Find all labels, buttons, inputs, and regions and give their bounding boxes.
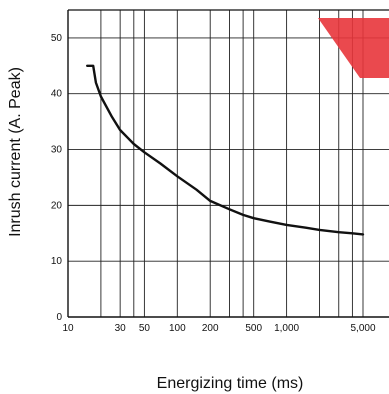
x-tick-label: 500: [245, 323, 262, 334]
y-tick-labels: 0 10 20 30 40 50: [51, 33, 63, 323]
x-tick-label: 30: [115, 323, 127, 334]
y-tick-label: 10: [51, 256, 63, 267]
x-tick-label: 200: [202, 323, 219, 334]
x-axis-title: Energizing time (ms): [157, 375, 304, 392]
y-tick-label: 20: [51, 200, 63, 211]
x-tick-label: 100: [169, 323, 186, 334]
plot-background: [68, 10, 389, 317]
y-axis-title: Inrush current (A. Peak): [7, 67, 24, 237]
x-tick-label: 1,000: [274, 323, 299, 334]
series-layer: [86, 64, 365, 236]
x-tick-label: 5,000: [350, 323, 375, 334]
red-watermark: [318, 18, 389, 78]
y-tick-label: 40: [51, 89, 63, 100]
y-tick-label: 0: [56, 312, 62, 323]
x-tick-label: 50: [139, 323, 151, 334]
y-tick-label: 50: [51, 33, 63, 44]
x-tick-label: 10: [62, 323, 74, 334]
axes: [67, 9, 389, 318]
x-tick-labels: 10 30 50 100 200 500 1,000 5,000: [62, 323, 376, 334]
grid: [67, 10, 389, 318]
y-tick-label: 30: [51, 145, 63, 156]
inrush-curve: [86, 64, 365, 236]
